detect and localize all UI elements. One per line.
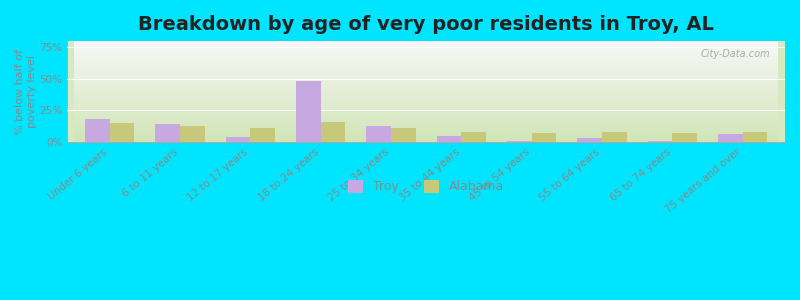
Bar	[718, 134, 742, 142]
Bar	[532, 133, 556, 142]
Bar	[462, 132, 486, 142]
Bar	[366, 126, 391, 142]
Bar	[507, 141, 532, 142]
Bar	[578, 138, 602, 142]
Bar	[85, 119, 110, 142]
Bar	[391, 128, 416, 142]
Title: Breakdown by age of very poor residents in Troy, AL: Breakdown by age of very poor residents …	[138, 15, 714, 34]
Bar	[155, 124, 180, 142]
Bar	[673, 133, 697, 142]
Bar	[250, 128, 275, 142]
Y-axis label: % below half of
poverty level: % below half of poverty level	[15, 49, 37, 134]
Bar	[321, 122, 346, 142]
Bar	[437, 136, 462, 142]
Bar	[602, 132, 626, 142]
Bar	[180, 126, 205, 142]
Bar	[742, 132, 767, 142]
Bar	[648, 141, 673, 142]
Bar	[226, 137, 250, 142]
Bar	[110, 123, 134, 142]
Bar	[296, 82, 321, 142]
Text: City-Data.com: City-Data.com	[701, 49, 770, 59]
Legend: Troy, Alabama: Troy, Alabama	[343, 175, 509, 198]
